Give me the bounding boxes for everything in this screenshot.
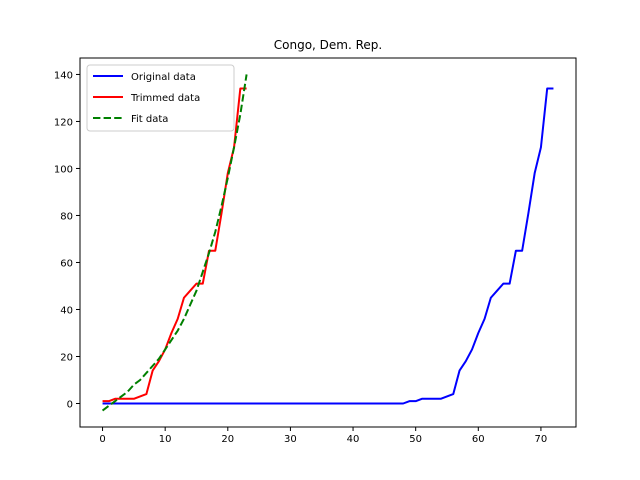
y-tick-label: 20 [60,352,73,363]
y-tick-label: 80 [60,211,73,222]
x-axis-ticks: 0 10 20 30 40 50 60 70 [99,427,547,445]
series-line-original-data [102,87,554,405]
x-tick-label: 20 [221,434,234,445]
x-tick-label: 10 [159,434,172,445]
y-tick-label: 140 [54,70,73,81]
legend: Original data Trimmed data Fit data [86,64,235,132]
plot-frame [79,57,577,428]
x-tick-label: 0 [99,434,105,445]
legend-label-fit-data: Fit data [131,114,168,125]
series-line-fit-data [101,74,248,412]
x-tick-label: 70 [535,434,548,445]
x-tick-label: 30 [284,434,297,445]
y-tick-label: 60 [60,258,73,269]
legend-label-trimmed-data: Trimmed data [130,93,200,104]
x-tick-label: 60 [472,434,485,445]
y-tick-label: 0 [67,399,73,410]
x-tick-label: 40 [347,434,360,445]
y-axis-ticks: 0 20 40 60 80 100 120 140 [54,70,80,410]
legend-box [86,64,235,132]
y-tick-label: 120 [54,117,73,128]
legend-label-original-data: Original data [131,72,196,83]
y-tick-label: 40 [60,305,73,316]
series-line-trimmed-data [102,87,247,403]
x-tick-label: 50 [409,434,422,445]
chart-title: Congo, Dem. Rep. [274,38,382,52]
plot-lines [101,74,554,412]
y-tick-label: 100 [54,164,73,175]
